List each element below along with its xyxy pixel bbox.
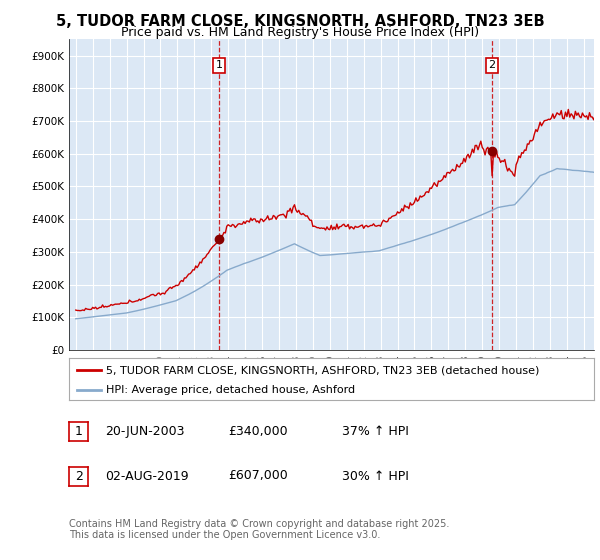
Text: 2: 2	[488, 60, 496, 71]
Text: 2: 2	[74, 470, 83, 483]
Text: 5, TUDOR FARM CLOSE, KINGSNORTH, ASHFORD, TN23 3EB (detached house): 5, TUDOR FARM CLOSE, KINGSNORTH, ASHFORD…	[106, 365, 539, 375]
Text: 37% ↑ HPI: 37% ↑ HPI	[342, 424, 409, 438]
Text: 5, TUDOR FARM CLOSE, KINGSNORTH, ASHFORD, TN23 3EB: 5, TUDOR FARM CLOSE, KINGSNORTH, ASHFORD…	[56, 14, 544, 29]
Text: This data is licensed under the Open Government Licence v3.0.: This data is licensed under the Open Gov…	[69, 530, 380, 540]
Text: £340,000: £340,000	[228, 424, 287, 438]
Text: £607,000: £607,000	[228, 469, 288, 483]
Text: 1: 1	[74, 425, 83, 438]
Text: 1: 1	[216, 60, 223, 71]
Text: HPI: Average price, detached house, Ashford: HPI: Average price, detached house, Ashf…	[106, 385, 355, 395]
Text: 02-AUG-2019: 02-AUG-2019	[105, 469, 188, 483]
Text: Contains HM Land Registry data © Crown copyright and database right 2025.: Contains HM Land Registry data © Crown c…	[69, 519, 449, 529]
Text: 30% ↑ HPI: 30% ↑ HPI	[342, 469, 409, 483]
Text: 20-JUN-2003: 20-JUN-2003	[105, 424, 185, 438]
Text: Price paid vs. HM Land Registry's House Price Index (HPI): Price paid vs. HM Land Registry's House …	[121, 26, 479, 39]
